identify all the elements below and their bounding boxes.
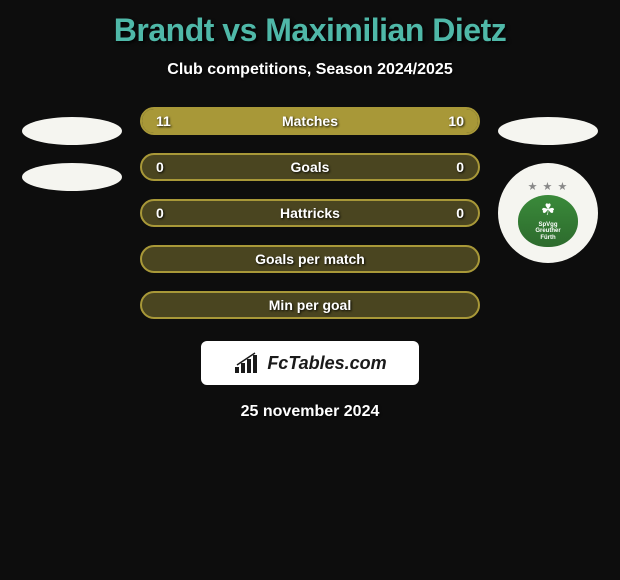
chart-icon xyxy=(233,351,261,375)
club-line1: SpVgg xyxy=(535,222,560,229)
stat-bar-goals: 0 Goals 0 xyxy=(140,153,480,181)
stat-right-value: 0 xyxy=(456,205,464,221)
club-shield: ☘ SpVgg Greuther Fürth xyxy=(518,195,578,247)
main-comparison-area: 11 Matches 10 0 Goals 0 0 Hattricks 0 Go… xyxy=(20,107,600,319)
stat-label: Goals xyxy=(291,159,330,175)
club-line3: Fürth xyxy=(535,235,560,242)
club-stars-icon: ★ ★ ★ xyxy=(528,180,569,193)
stat-left-value: 0 xyxy=(156,159,164,175)
stat-label: Hattricks xyxy=(280,205,340,221)
stat-right-value: 10 xyxy=(448,113,464,129)
subtitle: Club competitions, Season 2024/2025 xyxy=(20,61,600,79)
clover-icon: ☘ xyxy=(541,200,555,220)
player2-badge-placeholder xyxy=(498,117,598,145)
stat-left-value: 11 xyxy=(156,113,171,129)
left-badges xyxy=(22,107,122,191)
logo-text: FcTables.com xyxy=(267,353,386,374)
club-name-text: SpVgg Greuther Fürth xyxy=(535,222,560,242)
stat-right-value: 0 xyxy=(456,159,464,175)
club-line2: Greuther xyxy=(535,228,560,235)
player1-badge-placeholder-2 xyxy=(22,163,122,191)
stat-label: Matches xyxy=(282,113,338,129)
page-title: Brandt vs Maximilian Dietz xyxy=(20,12,600,49)
stat-bar-hattricks: 0 Hattricks 0 xyxy=(140,199,480,227)
stats-column: 11 Matches 10 0 Goals 0 0 Hattricks 0 Go… xyxy=(140,107,480,319)
stat-bar-matches: 11 Matches 10 xyxy=(140,107,480,135)
stat-bar-mpg: Min per goal xyxy=(140,291,480,319)
right-badges: ★ ★ ★ ☘ SpVgg Greuther Fürth xyxy=(498,107,598,263)
player1-badge-placeholder-1 xyxy=(22,117,122,145)
stat-label: Goals per match xyxy=(255,251,365,267)
club-badge-furth: ★ ★ ★ ☘ SpVgg Greuther Fürth xyxy=(498,163,598,263)
stat-left-value: 0 xyxy=(156,205,164,221)
infographic-container: Brandt vs Maximilian Dietz Club competit… xyxy=(0,0,620,433)
stat-bar-gpm: Goals per match xyxy=(140,245,480,273)
stat-label: Min per goal xyxy=(269,297,351,313)
date-text: 25 november 2024 xyxy=(20,403,600,421)
fctables-logo: FcTables.com xyxy=(201,341,419,385)
